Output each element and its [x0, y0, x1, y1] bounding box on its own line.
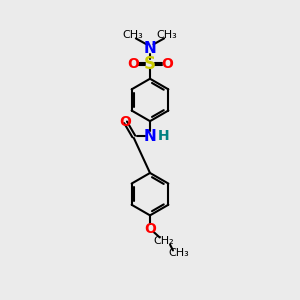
Text: O: O — [120, 115, 131, 129]
Text: H: H — [158, 130, 170, 143]
Text: N: N — [144, 41, 156, 56]
Text: N: N — [144, 129, 156, 144]
Text: O: O — [127, 57, 139, 71]
Text: CH₃: CH₃ — [122, 31, 143, 40]
Text: CH₃: CH₃ — [157, 31, 178, 40]
Text: CH₃: CH₃ — [168, 248, 189, 258]
Text: CH₂: CH₂ — [154, 236, 174, 246]
Text: O: O — [161, 57, 173, 71]
Text: S: S — [144, 55, 156, 73]
Text: O: O — [144, 222, 156, 236]
